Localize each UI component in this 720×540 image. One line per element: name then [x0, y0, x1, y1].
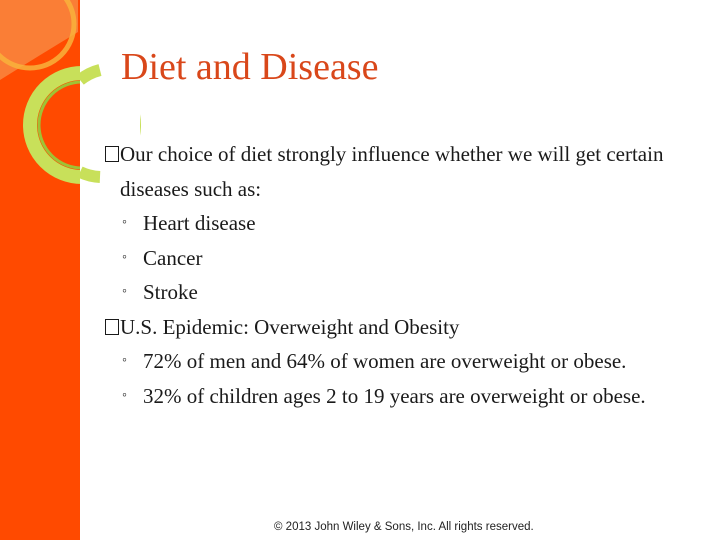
- sub-bullet-text: 32% of children ages 2 to 19 years are o…: [143, 383, 646, 408]
- ring-bullet-icon: ◦: [122, 215, 127, 230]
- slide-title: Diet and Disease: [121, 46, 379, 88]
- ring-bullet-icon: ◦: [122, 284, 127, 299]
- sub-bullet-text: Cancer: [143, 245, 203, 270]
- ring-bullet-icon: ◦: [122, 353, 127, 368]
- slide-content: Our choice of diet strongly influence wh…: [105, 137, 710, 413]
- square-bullet-icon: [105, 318, 119, 335]
- bullet-item: Our choice of diet strongly influence wh…: [105, 137, 710, 206]
- sub-bullet-item: ◦ 32% of children ages 2 to 19 years are…: [105, 379, 710, 414]
- sub-bullet-text: 72% of men and 64% of women are overweig…: [143, 349, 627, 373]
- decorative-rings: [0, 0, 141, 200]
- square-bullet-icon: [105, 146, 119, 162]
- sub-bullet-text: Stroke: [143, 280, 198, 304]
- copyright-footer: © 2013 John Wiley & Sons, Inc. All right…: [274, 521, 534, 533]
- sub-bullet-item: ◦ Cancer: [105, 241, 710, 276]
- ring-bullet-icon: ◦: [122, 249, 127, 265]
- ring-bullet-icon: ◦: [122, 387, 127, 403]
- sub-bullet-item: ◦ Heart disease: [105, 206, 710, 241]
- sub-bullet-text: Heart disease: [143, 211, 256, 235]
- bullet-item: U.S. Epidemic: Overweight and Obesity: [105, 310, 710, 345]
- bullet-text: U.S. Epidemic: Overweight and Obesity: [120, 314, 460, 339]
- bullet-text: Our choice of diet strongly influence wh…: [120, 142, 664, 201]
- sub-bullet-item: ◦ Stroke: [105, 275, 710, 310]
- sub-bullet-item: ◦ 72% of men and 64% of women are overwe…: [105, 344, 710, 379]
